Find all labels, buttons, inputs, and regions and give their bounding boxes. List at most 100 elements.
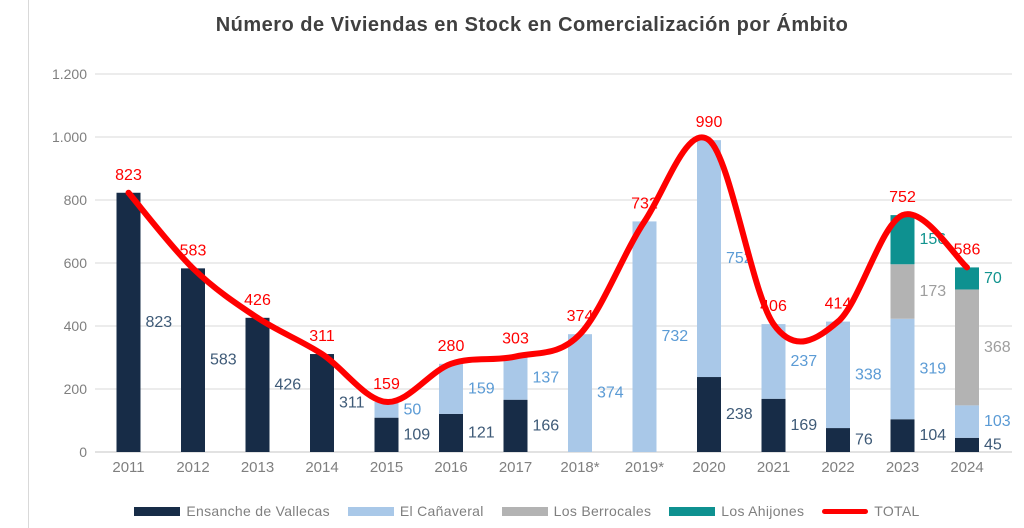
legend-item-el-ca-averal: El Cañaveral [347, 503, 484, 519]
legend-swatch-total [822, 508, 869, 514]
bar-segment-el-ca-averal [826, 321, 850, 429]
legend-item-ensanche-de-vallecas: Ensanche de Vallecas [134, 503, 330, 519]
total-value-label: 159 [373, 376, 400, 393]
legend-label-los-berrocales: Los Berrocales [553, 503, 652, 519]
legend-item-total: TOTAL [822, 503, 919, 519]
bar-value-label: 50 [404, 401, 422, 418]
bar-segment-los-ahijones [955, 267, 979, 290]
bar-segment-ensanche-de-vallecas [245, 317, 270, 452]
bar-value-label: 103 [984, 413, 1011, 430]
total-value-label: 752 [889, 189, 916, 206]
bar-value-label: 121 [468, 424, 495, 441]
x-axis-label: 2011 [112, 459, 144, 476]
bar-segment-el-ca-averal [374, 401, 399, 418]
bar-segment-los-berrocales [955, 289, 979, 406]
legend-item-los-berrocales: Los Berrocales [501, 503, 652, 519]
bar-segment-ensanche-de-vallecas [955, 437, 979, 452]
bar-value-label: 109 [404, 426, 431, 443]
bar-value-label: 166 [533, 417, 560, 434]
total-value-label: 823 [115, 167, 142, 184]
total-value-label: 990 [696, 114, 723, 131]
bar-value-label: 104 [920, 427, 947, 444]
left-border-line [28, 0, 29, 528]
y-axis-tick-label: 800 [64, 192, 88, 208]
x-axis-label: 2018* [560, 459, 599, 476]
x-axis-label: 2021 [757, 459, 790, 476]
bar-value-label: 368 [984, 339, 1011, 356]
bar-value-label: 70 [984, 270, 1002, 287]
bar-segment-el-ca-averal [568, 334, 592, 452]
bar-value-label: 374 [597, 385, 624, 402]
bar-value-label: 823 [146, 314, 173, 331]
total-value-label: 732 [631, 195, 658, 212]
bar-value-label: 319 [920, 360, 947, 377]
y-axis-tick-label: 400 [64, 318, 88, 334]
legend-swatch-ensanche-de-vallecas [134, 506, 181, 516]
bar-value-label: 169 [791, 417, 818, 434]
total-value-label: 406 [760, 298, 787, 315]
bar-segment-el-ca-averal [439, 363, 463, 414]
bar-segment-ensanche-de-vallecas [374, 417, 399, 452]
bar-value-label: 238 [726, 406, 753, 423]
chart-title: Número de Viviendas en Stock en Comercia… [215, 14, 849, 36]
total-value-label: 586 [954, 241, 981, 258]
bar-segment-ensanche-de-vallecas [116, 192, 141, 452]
y-axis-tick-label: 1.000 [52, 129, 87, 145]
total-value-label: 374 [567, 308, 594, 325]
bar-segment-ensanche-de-vallecas [181, 268, 205, 452]
x-axis-label: 2019* [625, 459, 664, 476]
x-axis-label: 2016 [434, 459, 467, 476]
x-axis-label: 2020 [692, 459, 725, 476]
total-value-label: 583 [180, 242, 207, 259]
bar-value-label: 426 [275, 376, 302, 393]
total-line [125, 134, 970, 405]
legend-label-los-ahijones: Los Ahijones [721, 503, 805, 519]
legend-swatch-los-berrocales [501, 506, 548, 516]
x-axis-label: 2015 [370, 459, 403, 476]
legend-label-total: TOTAL [874, 503, 920, 519]
bar-value-label: 173 [920, 283, 947, 300]
total-value-label: 426 [244, 292, 271, 309]
bar-segment-ensanche-de-vallecas [310, 354, 334, 452]
bar-segment-el-ca-averal [503, 356, 528, 400]
y-axis-tick-label: 0 [79, 444, 87, 460]
x-axis-label: 2023 [886, 459, 919, 476]
bar-segment-ensanche-de-vallecas [439, 413, 463, 452]
bar-value-label: 583 [210, 352, 237, 369]
bar-segment-los-berrocales [890, 264, 915, 319]
x-axis-label: 2017 [499, 459, 532, 476]
bar-segment-el-ca-averal [697, 140, 721, 378]
bar-segment-el-ca-averal [632, 221, 657, 452]
bar-segment-el-ca-averal [955, 405, 979, 438]
bar-value-label: 137 [533, 370, 560, 387]
y-axis-tick-label: 200 [64, 381, 88, 397]
bar-value-label: 45 [984, 436, 1002, 453]
y-axis-tick-label: 600 [64, 255, 88, 271]
x-axis-label: 2022 [821, 459, 854, 476]
chart-legend: Ensanche de Vallecas El Cañaveral Los Berr… [40, 499, 1014, 523]
bar-segment-ensanche-de-vallecas [761, 398, 786, 452]
x-axis-label: 2012 [176, 459, 209, 476]
x-axis-label: 2024 [950, 459, 983, 476]
total-value-label: 303 [502, 331, 529, 348]
legend-swatch-el-ca-averal [347, 506, 394, 516]
bar-value-label: 237 [791, 353, 818, 370]
total-value-label: 311 [309, 328, 335, 345]
bar-segment-el-ca-averal [890, 318, 915, 420]
bar-value-label: 159 [468, 380, 495, 397]
bar-segment-ensanche-de-vallecas [697, 377, 721, 452]
legend-item-los-ahijones: Los Ahijones [669, 503, 804, 519]
y-axis-tick-label: 1.200 [52, 66, 87, 82]
bar-value-label: 76 [855, 432, 873, 449]
bar-segment-ensanche-de-vallecas [890, 419, 915, 452]
total-value-label: 414 [825, 296, 852, 313]
bar-value-label: 338 [855, 366, 882, 383]
bar-value-label: 732 [662, 328, 689, 345]
bar-value-label: 311 [339, 395, 365, 412]
legend-label-el-ca-averal: El Cañaveral [399, 503, 484, 519]
x-axis-label: 2013 [241, 459, 274, 476]
x-axis-label: 2014 [305, 459, 338, 476]
legend-swatch-los-ahijones [669, 506, 716, 516]
